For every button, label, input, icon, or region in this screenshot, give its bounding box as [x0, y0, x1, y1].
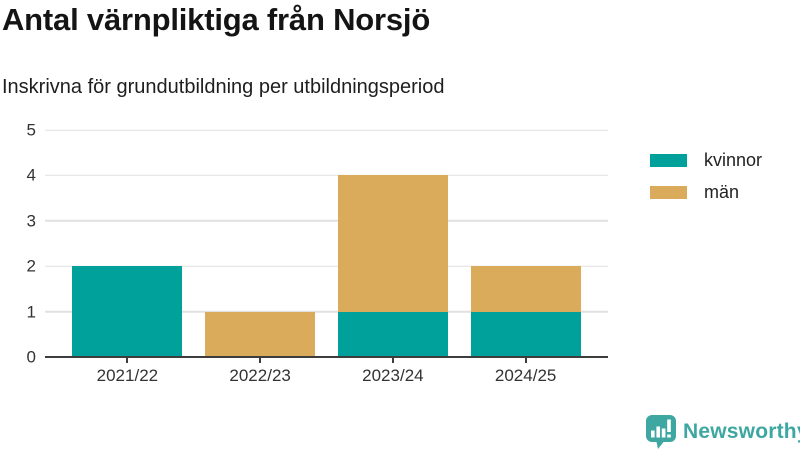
bar-segment-kvinnor-2021/22 [72, 266, 183, 357]
y-axis-tick-label: 3 [26, 211, 36, 231]
y-axis-tick-label: 4 [26, 165, 36, 185]
legend: kvinnor män [650, 151, 762, 201]
bar-segment-kvinnor-2024/25 [470, 311, 581, 357]
newsworthy-bubble-chart-icon [646, 415, 676, 449]
legend-swatch-man [650, 185, 687, 199]
x-axis-line [45, 355, 608, 358]
x-axis-tick [524, 357, 527, 363]
y-axis-tick-label: 0 [26, 347, 36, 367]
legend-item-kvinnor: kvinnor [650, 151, 762, 169]
x-axis-label-2021/22: 2021/22 [96, 366, 159, 385]
gridline-3 [45, 220, 608, 222]
x-axis-tick [391, 357, 394, 363]
bar-segment-kvinnor-2023/24 [337, 311, 448, 357]
legend-label: kvinnor [704, 150, 763, 170]
bar-segment-män-2023/24 [337, 175, 448, 312]
newsworthy-logo[interactable]: Newsworthy [646, 415, 800, 449]
x-axis-tick [259, 357, 262, 363]
bar-group-2024/25 [470, 266, 581, 357]
gridline-1 [45, 310, 608, 313]
bars [45, 130, 608, 357]
legend-swatch-kvinnor [650, 153, 687, 167]
chart-subtitle: Inskrivna för grundutbildning per utbild… [2, 76, 445, 98]
bar-segment-män-2024/25 [470, 266, 581, 312]
gridline-4 [45, 174, 608, 177]
bar-segment-män-2022/23 [205, 311, 316, 357]
bar-group-2023/24 [337, 175, 448, 357]
bar-chart-plot-area [45, 129, 608, 358]
bar-group-2022/23 [205, 311, 316, 357]
y-axis: 0 1 2 3 4 5 [0, 122, 36, 366]
y-axis-tick-label: 1 [26, 302, 36, 322]
x-axis-label-2023/24: 2023/24 [362, 366, 424, 385]
gridline-5 [45, 129, 608, 131]
legend-item-man: män [650, 183, 762, 201]
y-axis-tick-label: 5 [26, 120, 36, 140]
legend-label: män [704, 182, 740, 202]
x-axis-label-2024/25: 2024/25 [494, 366, 557, 385]
bar-group-2021/22 [72, 266, 183, 357]
y-axis-tick-label: 2 [26, 256, 36, 276]
chart-title: Antal värnpliktiga från Norsjö [2, 2, 431, 37]
newsworthy-wordmark: Newsworthy [683, 420, 800, 443]
gridline-2 [45, 265, 608, 267]
x-axis-tick [126, 357, 129, 363]
x-axis-label-2022/23: 2022/23 [229, 366, 291, 385]
